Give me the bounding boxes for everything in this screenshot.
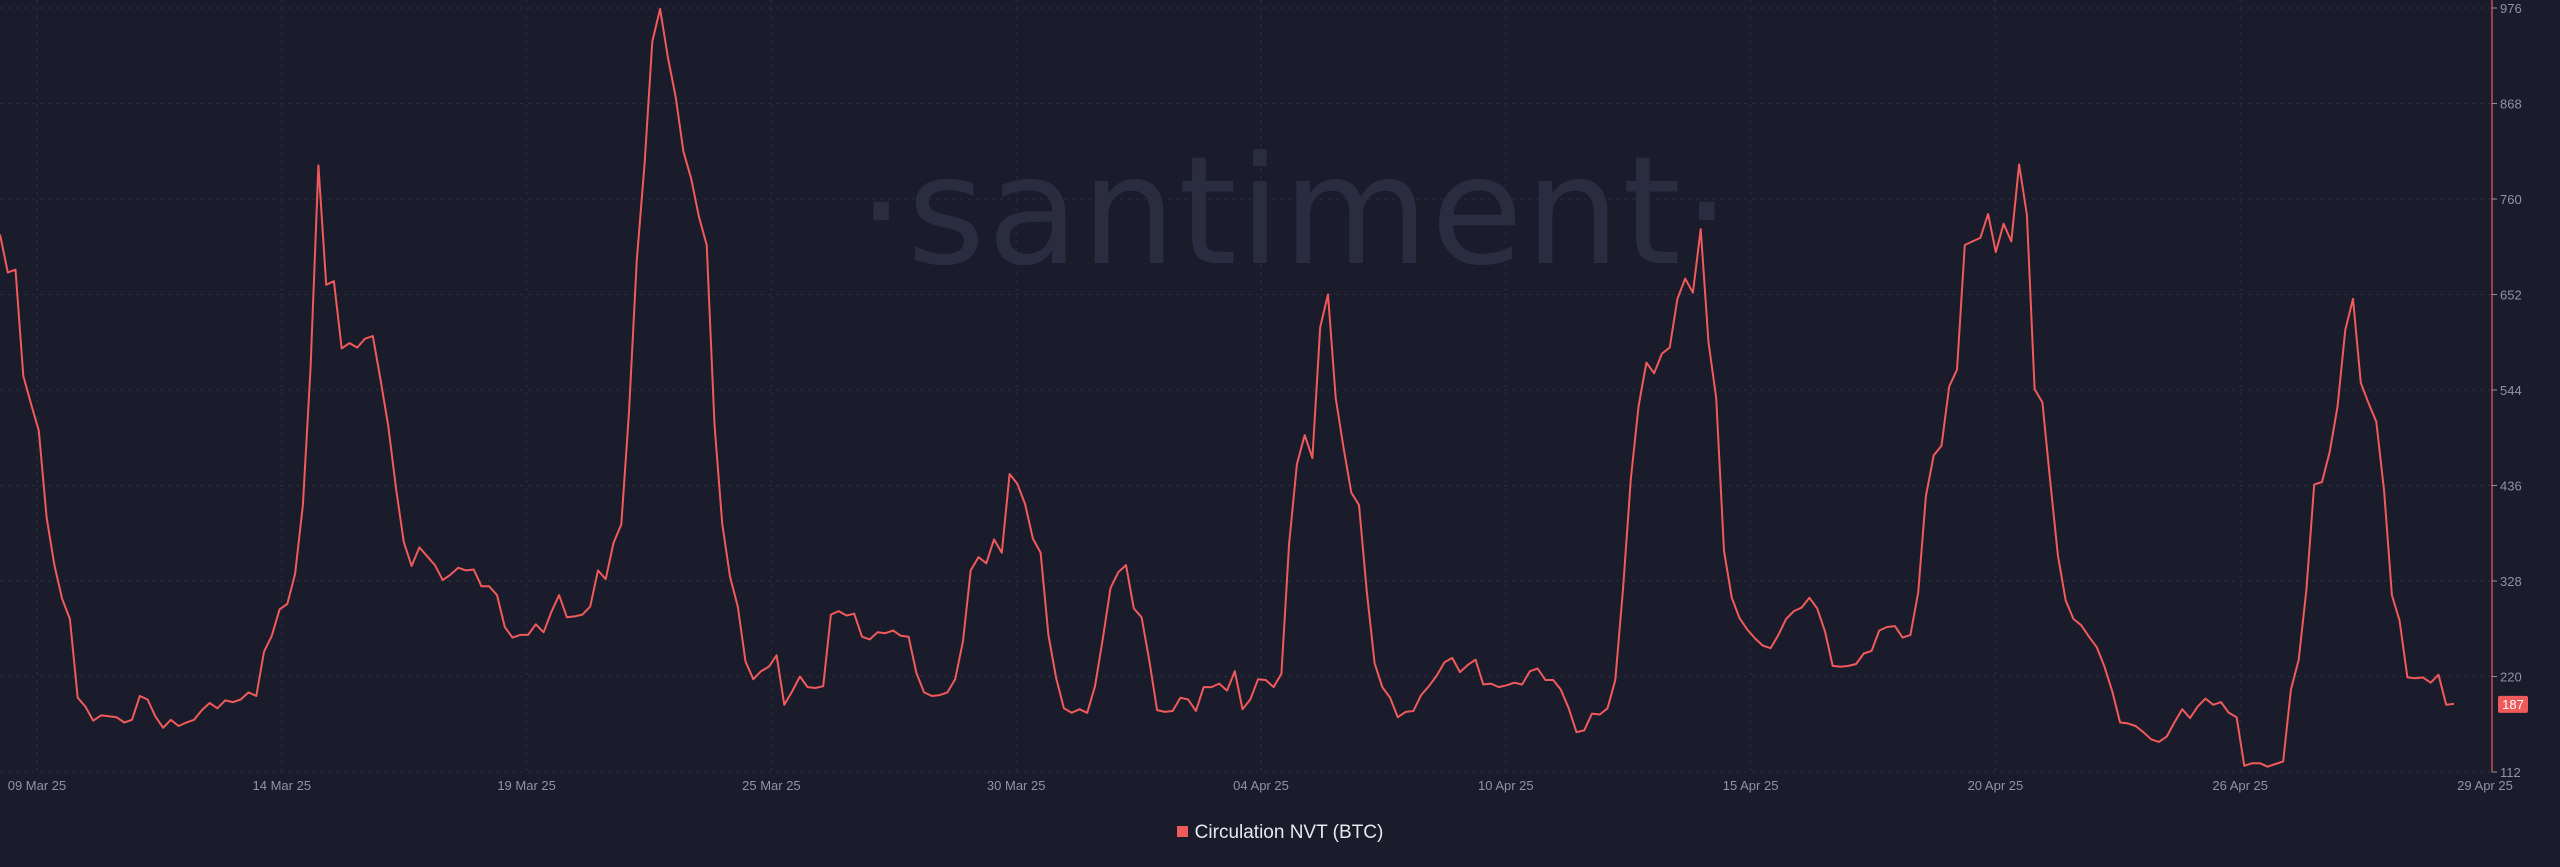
x-tick-label: 20 Apr 25 [1968, 778, 2024, 793]
x-tick-label: 29 Apr 25 [2457, 778, 2513, 793]
x-axis-ticks: 09 Mar 25 14 Mar 25 19 Mar 25 25 Mar 25 30 M… [8, 778, 2513, 793]
series-line [0, 7, 2455, 768]
y-tick-label: 976 [2500, 1, 2522, 16]
x-tick-label: 09 Mar 25 [8, 778, 67, 793]
last-value-badge-layer: 187 [2498, 695, 2528, 713]
y-tick-label: 760 [2500, 192, 2522, 207]
y-tick-label: 112 [2500, 765, 2521, 780]
legend-swatch-icon [1176, 826, 1188, 837]
y-tick-label: 328 [2500, 574, 2522, 589]
x-tick-label: 26 Apr 25 [2212, 778, 2268, 793]
x-tick-label: 15 Apr 25 [1723, 778, 1779, 793]
y-tick-label: 544 [2500, 383, 2522, 398]
y-axis-ticks: 112 220 328 436 544 652 760 868 976 [2492, 1, 2522, 780]
y-tick-label: 868 [2500, 97, 2522, 112]
x-tick-label: 30 Mar 25 [987, 778, 1046, 793]
y-tick-label: 436 [2500, 479, 2522, 494]
x-tick-label: 10 Apr 25 [1478, 778, 1534, 793]
last-value-label: 187 [2502, 697, 2524, 712]
y-tick-label: 652 [2500, 288, 2522, 303]
chart-legend[interactable]: Circulation NVT (BTC) [0, 822, 2560, 844]
series-layer [0, 7, 2455, 768]
last-value-badge [2498, 695, 2528, 713]
x-tick-label: 04 Apr 25 [1233, 778, 1289, 793]
grid-lines [0, 0, 2492, 773]
x-tick-label: 14 Mar 25 [253, 778, 312, 793]
watermark: ·santiment· [857, 125, 1732, 299]
legend-series-label: Circulation NVT (BTC) [1194, 822, 1384, 843]
x-tick-label: 19 Mar 25 [497, 778, 556, 793]
x-tick-label: 25 Mar 25 [742, 778, 801, 793]
y-tick-label: 220 [2500, 670, 2522, 685]
